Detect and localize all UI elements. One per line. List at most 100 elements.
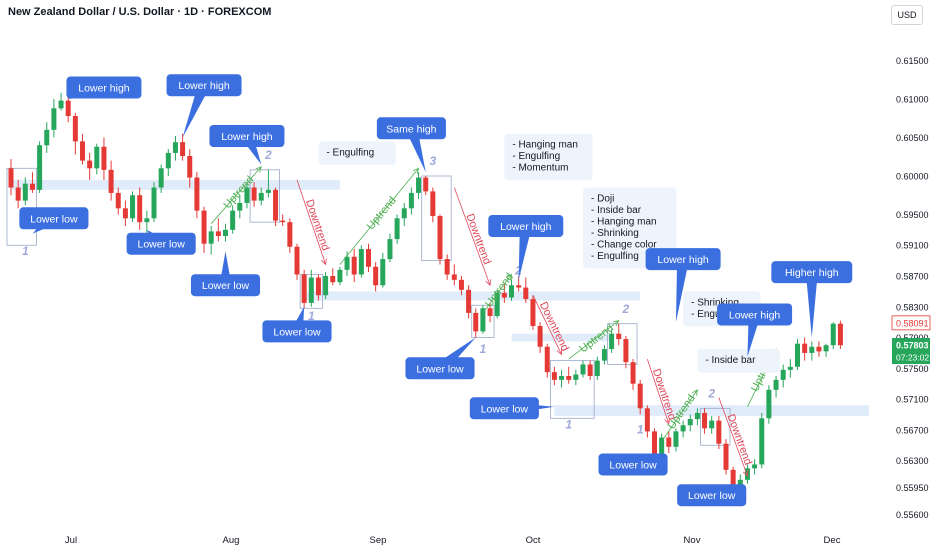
callouts: Lower high Lower low Lower high Lower low Lo… bbox=[19, 74, 853, 507]
candle-body bbox=[308, 277, 314, 303]
pattern-note: - Hanging man- Engulfing- Momentum bbox=[504, 133, 593, 181]
candle-body bbox=[480, 308, 486, 332]
candle bbox=[44, 122, 50, 153]
candle-body bbox=[315, 277, 321, 296]
candle bbox=[630, 359, 636, 390]
trend-arrow-line bbox=[296, 179, 326, 265]
candle bbox=[709, 416, 715, 434]
candle bbox=[244, 183, 250, 209]
candle-body bbox=[223, 229, 228, 236]
callout: Lower low bbox=[126, 229, 196, 255]
candle-body bbox=[587, 364, 593, 376]
note-line: - Inside bar bbox=[591, 205, 642, 216]
candle-body bbox=[809, 346, 815, 353]
note-box bbox=[318, 141, 396, 165]
candle-body bbox=[609, 333, 615, 350]
candle-body bbox=[458, 279, 464, 290]
callout: Lower high bbox=[209, 125, 285, 165]
note-box bbox=[697, 349, 781, 373]
candle bbox=[287, 218, 293, 253]
candle-body bbox=[709, 420, 715, 429]
price-tick-label: 0.61500 bbox=[896, 56, 929, 66]
candle-body bbox=[787, 366, 793, 370]
candle-body bbox=[215, 231, 221, 236]
candle-body bbox=[487, 308, 493, 316]
candle bbox=[72, 112, 78, 155]
note-line: - Hanging man bbox=[591, 217, 657, 228]
candle bbox=[687, 414, 693, 432]
candle-body bbox=[752, 464, 758, 469]
candle bbox=[230, 205, 236, 234]
wave-label: 1 bbox=[565, 417, 572, 431]
candle-body bbox=[201, 210, 207, 244]
trend-arrow-line bbox=[661, 389, 698, 442]
candle-body bbox=[122, 208, 128, 219]
wave-label: 2 bbox=[514, 263, 522, 277]
candle-body bbox=[273, 189, 279, 221]
candle-body bbox=[723, 443, 729, 470]
candle-body bbox=[194, 177, 200, 211]
price-tick-label: 0.55600 bbox=[896, 510, 929, 520]
candle-body bbox=[301, 274, 307, 303]
candle-body bbox=[58, 100, 64, 109]
candle-body bbox=[244, 187, 250, 203]
current-price-tag-red bbox=[891, 315, 931, 331]
candle bbox=[637, 379, 643, 415]
candle bbox=[208, 226, 214, 255]
note-line: - Momentum bbox=[512, 163, 568, 174]
callout-box bbox=[469, 397, 539, 420]
candle-body bbox=[101, 146, 107, 170]
time-tick-label: Dec bbox=[824, 535, 841, 546]
callout-label: Lower high bbox=[657, 254, 709, 266]
price-tick-label: 0.60000 bbox=[896, 172, 929, 182]
candle-body bbox=[144, 218, 150, 223]
candle-body bbox=[501, 292, 507, 298]
callout-label: Lower low bbox=[273, 326, 321, 338]
callout-box bbox=[488, 215, 564, 237]
candle bbox=[487, 302, 493, 323]
candle bbox=[530, 295, 536, 330]
candle-body bbox=[180, 142, 186, 156]
candle-body bbox=[323, 276, 329, 296]
callout: Lower low bbox=[262, 306, 332, 343]
price-tick-label: 0.56700 bbox=[896, 425, 929, 435]
candle bbox=[194, 172, 200, 219]
candle-body bbox=[344, 256, 350, 270]
note-line: - Engulfing bbox=[591, 251, 639, 262]
candle-body bbox=[108, 169, 114, 193]
callout-box bbox=[209, 125, 285, 147]
trend-arrow-line bbox=[532, 295, 562, 355]
time-tick-label: Sep bbox=[370, 535, 387, 546]
candle bbox=[480, 305, 486, 334]
trend-arrow-head bbox=[556, 348, 562, 356]
note-line: - Inside bar bbox=[705, 355, 756, 366]
candle-body bbox=[773, 379, 779, 390]
candle bbox=[694, 408, 700, 426]
candle-body bbox=[15, 187, 21, 201]
callout-label: Lower high bbox=[729, 309, 781, 321]
candle-body bbox=[423, 177, 429, 192]
candle-body bbox=[130, 195, 136, 219]
callout-box bbox=[19, 207, 89, 230]
candle-body bbox=[694, 412, 700, 420]
time-axis[interactable]: Jul Aug Sep Oct Nov Dec bbox=[65, 535, 841, 546]
candle bbox=[444, 254, 450, 280]
callout-box bbox=[66, 76, 142, 99]
candle-body bbox=[430, 191, 436, 216]
candle-body bbox=[265, 189, 271, 193]
candle bbox=[766, 385, 772, 424]
candle-body bbox=[580, 364, 586, 375]
candle bbox=[723, 439, 729, 475]
price-axis[interactable]: 0.61500 0.61000 0.60500 0.60000 0.59500 0.591… bbox=[896, 56, 929, 520]
candle bbox=[29, 172, 35, 193]
price-tags: 0.58091 0.57803 07:23:02 bbox=[891, 315, 931, 364]
candle bbox=[401, 202, 407, 226]
currency-button[interactable]: USD bbox=[891, 5, 923, 25]
callout: Lower high bbox=[488, 215, 564, 280]
candle bbox=[265, 169, 271, 198]
candle bbox=[702, 408, 708, 434]
candle-body bbox=[823, 345, 829, 352]
trend-arrow-line bbox=[453, 187, 491, 286]
time-tick-label: Jul bbox=[65, 535, 77, 546]
